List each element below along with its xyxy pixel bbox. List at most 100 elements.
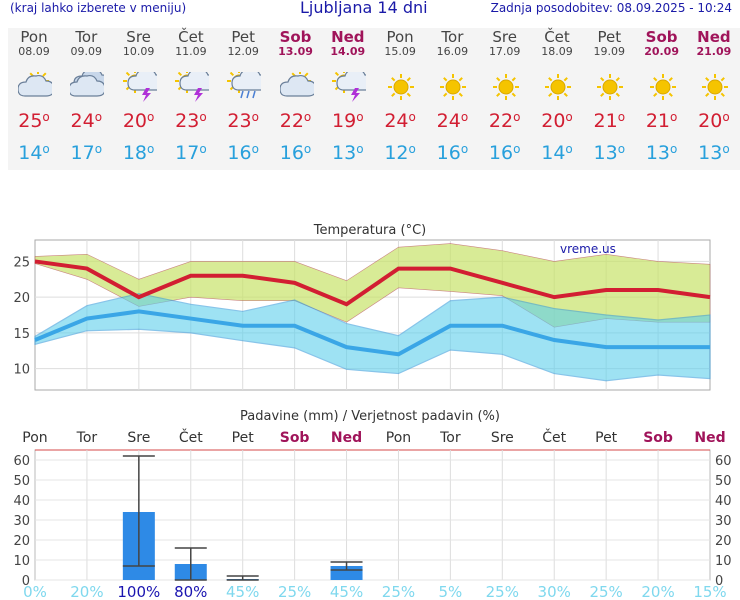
precipitation-probability: 5%	[438, 583, 462, 600]
day-date: 12.09	[227, 45, 259, 58]
forecast-day-8: Tor 16.09 24o 16o	[426, 28, 478, 170]
y-tick-label-left: 60	[13, 454, 30, 469]
sun-thunderstorm-icon	[122, 72, 157, 102]
day-date: 10.09	[122, 45, 155, 58]
max-temperature: 20o	[698, 110, 730, 132]
min-temperature: 18o	[122, 142, 155, 164]
y-tick-label: 20	[13, 291, 30, 306]
min-temperature: 13o	[332, 142, 364, 164]
forecast-day-7: Pon 15.09 24o 12o	[374, 28, 426, 170]
max-temperature: 23o	[175, 110, 207, 132]
day-date: 17.09	[488, 45, 521, 58]
min-temperature: 16o	[488, 142, 521, 164]
day-name: Pet	[231, 28, 255, 46]
forecast-day-10: Čet 18.09 20o 14o	[531, 28, 583, 170]
sun-thunderstorm-icon	[331, 72, 366, 102]
day-date: 15.09	[384, 45, 416, 58]
day-name: Sre	[492, 28, 517, 46]
forecast-day-11: Pet 19.09 21o 13o	[583, 28, 635, 170]
x-tick-label: Ned	[694, 430, 725, 446]
precipitation-probability: 25%	[486, 583, 519, 600]
day-name: Pet	[597, 28, 622, 46]
max-temperature: 25o	[18, 110, 50, 132]
x-tick-label: Pon	[386, 430, 411, 446]
day-name: Ned	[331, 28, 365, 46]
precipitation-probability: 25%	[589, 583, 622, 600]
precipitation-probability: 25%	[278, 583, 311, 600]
max-temperature: 23o	[227, 110, 259, 132]
min-temperature: 17o	[70, 142, 103, 164]
sun-cloud-icon	[279, 72, 314, 97]
max-temperature-line	[34, 259, 711, 307]
max-temperature: 20o	[541, 110, 573, 132]
x-tick-label: Tor	[439, 430, 461, 446]
x-tick-label: Pet	[595, 430, 618, 446]
min-temperature: 13o	[645, 142, 678, 164]
precipitation-chart-title: Padavine (mm) / Verjetnost padavin (%)	[240, 409, 500, 424]
daily-forecast: Pon 08.09 25o 14o Tor 09.09 24o 17o Sre 10.09 20o 1…	[8, 28, 740, 170]
day-name: Sob	[279, 28, 312, 46]
y-tick-label-left: 0	[22, 574, 30, 589]
sun-thunderstorm-icon	[174, 72, 209, 102]
min-temperature-range-band	[34, 292, 711, 382]
max-temperature: 21o	[645, 110, 678, 132]
min-temperature: 16o	[279, 142, 312, 164]
min-temperature: 16o	[227, 142, 259, 164]
last-updated: Zadnja posodobitev: 08.09.2025 - 10:24	[490, 1, 732, 15]
y-tick-label: 15	[13, 327, 30, 342]
temperature-chart-title: Temperatura (°C)	[313, 223, 426, 238]
day-date: 18.09	[541, 45, 573, 58]
sun-icon	[545, 74, 571, 100]
sun-icon	[492, 74, 519, 100]
day-name: Čet	[178, 28, 204, 46]
sun-icon	[649, 74, 676, 100]
forecast-day-1: Tor 09.09 24o 17o	[60, 28, 112, 170]
y-tick-label-right: 0	[715, 574, 723, 589]
max-temperature: 24o	[436, 110, 469, 132]
location-menu-hint[interactable]: (kraj lahko izberete v meniju)	[10, 1, 187, 15]
sun-rain-icon	[227, 72, 262, 99]
x-tick-label: Sre	[491, 430, 514, 446]
y-tick-label-right: 30	[715, 514, 732, 529]
day-date: 09.09	[70, 45, 103, 58]
precipitation-probability: 20%	[641, 583, 674, 600]
day-name: Pon	[386, 28, 414, 46]
precipitation-probability: 15%	[693, 583, 726, 600]
y-tick-label-left: 30	[13, 514, 30, 529]
precipitation-probability: 0%	[23, 583, 47, 600]
day-date: 20.09	[644, 45, 679, 58]
day-name: Čet	[544, 28, 570, 46]
day-name: Tor	[441, 28, 464, 46]
y-tick-label-right: 20	[715, 534, 732, 549]
sun-icon	[597, 74, 624, 100]
x-tick-label: Pon	[22, 430, 47, 446]
day-date: 19.09	[593, 45, 626, 58]
sun-icon	[388, 74, 415, 100]
forecast-day-9: Sre 17.09 22o 16o	[479, 28, 531, 170]
x-tick-label: Sob	[643, 430, 673, 446]
x-tick-label: Pet	[232, 430, 255, 446]
page-title: Ljubljana 14 dni	[300, 0, 428, 17]
max-temperature: 22o	[488, 110, 521, 132]
min-temperature: 14o	[541, 142, 573, 164]
forecast-day-4: Pet 12.09 23o 16o	[217, 28, 269, 170]
max-temperature: 24o	[70, 110, 103, 132]
x-tick-label: Čet	[542, 428, 566, 446]
forecast-day-6: Ned 14.09 19o 13o	[322, 28, 374, 170]
forecast-day-0: Pon 08.09 25o 14o	[8, 28, 60, 170]
y-tick-label-left: 40	[13, 494, 30, 509]
min-temperature: 17o	[175, 142, 207, 164]
cloudy-icon	[70, 72, 105, 97]
day-date: 08.09	[18, 45, 50, 58]
max-temperature: 21o	[593, 110, 626, 132]
day-date: 13.09	[278, 45, 313, 58]
day-name: Sob	[645, 28, 678, 46]
y-tick-label: 10	[13, 363, 30, 378]
x-tick-label: Čet	[179, 428, 203, 446]
day-date: 14.09	[330, 45, 366, 58]
max-temperature: 19o	[332, 110, 364, 132]
temperature-chart: Temperatura (°C) 10 15 20 25 vreme.us	[13, 223, 711, 391]
forecast-day-3: Čet 11.09 23o 17o	[165, 28, 217, 170]
day-name: Sre	[126, 28, 151, 46]
min-temperature-line	[34, 309, 710, 357]
